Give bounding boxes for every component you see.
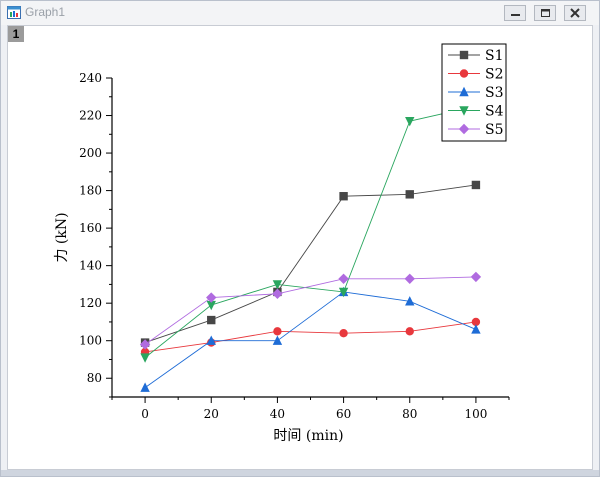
legend-label: S2 bbox=[485, 67, 504, 83]
series-line bbox=[144, 276, 476, 345]
data-point bbox=[405, 116, 415, 127]
legend-marker bbox=[459, 106, 469, 116]
data-point bbox=[139, 339, 151, 350]
legend: S1 S2 S3 S4 S5 bbox=[441, 43, 507, 142]
data-point bbox=[273, 327, 282, 336]
title-bar[interactable]: Graph1 bbox=[1, 1, 599, 25]
data-point bbox=[272, 280, 283, 290]
legend-marker bbox=[459, 69, 469, 78]
y-tick-label: 200 bbox=[79, 146, 102, 160]
layer-badge[interactable]: 1 bbox=[8, 26, 24, 42]
legend-label: S4 bbox=[485, 104, 504, 120]
data-point bbox=[272, 288, 283, 299]
y-tick-label: 140 bbox=[79, 259, 102, 273]
y-tick-label: 120 bbox=[79, 296, 102, 310]
line-chart: 0 20 40 60 80 100 80 100 120 140 160 180 200 220 240 时间… bbox=[54, 43, 510, 444]
legend-marker bbox=[459, 50, 469, 60]
data-point bbox=[207, 315, 216, 325]
maximize-button[interactable] bbox=[534, 5, 556, 21]
graph-window-icon bbox=[7, 6, 21, 19]
status-strip bbox=[1, 470, 599, 476]
data-point bbox=[339, 192, 348, 201]
data-point bbox=[140, 382, 150, 392]
x-tick-label: 20 bbox=[204, 407, 219, 421]
data-point bbox=[338, 273, 349, 284]
data-point bbox=[338, 287, 349, 298]
series-s2 bbox=[140, 317, 481, 357]
data-point bbox=[405, 327, 414, 336]
data-point bbox=[206, 335, 216, 345]
data-point bbox=[404, 273, 415, 284]
data-point bbox=[471, 324, 481, 334]
data-point bbox=[471, 317, 481, 327]
series-line bbox=[144, 184, 476, 344]
x-tick-label: 60 bbox=[336, 407, 351, 421]
data-point bbox=[471, 180, 481, 190]
data-point bbox=[206, 292, 217, 303]
close-button[interactable] bbox=[564, 5, 586, 21]
data-point bbox=[339, 329, 348, 338]
x-axis-label: 时间 (min) bbox=[273, 428, 343, 444]
series-line bbox=[144, 105, 477, 358]
series-s5 bbox=[139, 271, 482, 350]
minimize-button[interactable] bbox=[504, 5, 526, 21]
y-tick-label: 100 bbox=[79, 334, 102, 348]
legend-label: S3 bbox=[485, 85, 504, 101]
data-point bbox=[405, 190, 414, 199]
x-tick-label: 0 bbox=[141, 407, 149, 421]
series-line bbox=[144, 291, 477, 388]
series-s1 bbox=[140, 180, 481, 347]
legend-label: S1 bbox=[485, 48, 504, 64]
data-point bbox=[206, 300, 216, 311]
y-tick-label: 160 bbox=[79, 221, 102, 235]
close-icon bbox=[570, 8, 580, 18]
data-point bbox=[272, 335, 283, 345]
y-tick-label: 180 bbox=[79, 184, 102, 198]
data-point bbox=[470, 271, 482, 283]
y-tick-label: 220 bbox=[79, 109, 102, 123]
y-axis-label: 力 (kN) bbox=[54, 212, 70, 262]
x-tick-label: 80 bbox=[402, 407, 417, 421]
series-line bbox=[145, 321, 476, 353]
series-s4 bbox=[140, 101, 481, 363]
y-tick-label: 240 bbox=[79, 71, 102, 85]
minimize-icon bbox=[511, 14, 520, 16]
maximize-icon bbox=[541, 9, 550, 17]
data-point bbox=[405, 296, 415, 306]
graph-canvas[interactable]: 1 0 20 40 60 80 100 80 100 120 140 160 180 200 220 240… bbox=[7, 25, 593, 470]
x-tick-label: 40 bbox=[270, 407, 285, 421]
window-title: Graph1 bbox=[25, 5, 66, 19]
legend-marker bbox=[459, 86, 469, 97]
y-tick-label: 80 bbox=[87, 371, 102, 385]
data-point bbox=[140, 353, 150, 363]
x-tick-label: 100 bbox=[464, 407, 487, 421]
series-s3 bbox=[140, 286, 481, 392]
legend-label: S5 bbox=[485, 122, 504, 138]
